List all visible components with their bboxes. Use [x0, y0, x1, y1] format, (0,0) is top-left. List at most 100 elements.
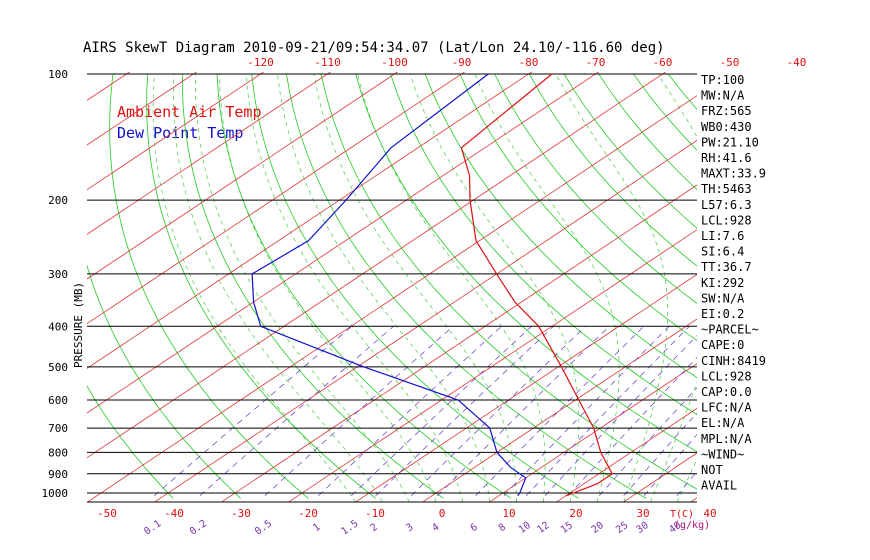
moist-adiabat [194, 73, 410, 502]
isobars [87, 73, 697, 503]
index-label: RH:41.6 [701, 151, 752, 165]
isotherm [355, 273, 697, 502]
mixing-ratio-label: 3 [404, 522, 415, 534]
dry-adiabat [424, 73, 697, 379]
mixing-ratio-line [544, 335, 697, 496]
chart-title: AIRS SkewT Diagram 2010-09-21/09:54:34.0… [83, 40, 665, 56]
isotherm [87, 72, 667, 459]
isotherm [556, 407, 697, 502]
isotherm [489, 363, 697, 502]
mixing-ratio-label: 20 [590, 520, 606, 536]
index-label: KI:292 [701, 276, 744, 290]
moist-adiabat [218, 73, 437, 502]
index-label: LI:7.6 [701, 229, 744, 243]
mixing-ratio-label: 30 [635, 520, 651, 536]
ambient-air-temp-line [460, 73, 613, 497]
index-label: PW:21.10 [701, 135, 759, 149]
legend-dew-point-temp: Dew Point Temp [117, 124, 243, 142]
dry-adiabat [87, 385, 174, 499]
pressure-tick-label: 200 [48, 194, 68, 207]
index-label: NOT [701, 463, 723, 477]
top-temp-tick-label: -90 [452, 56, 472, 69]
moist-adiabat [409, 73, 580, 502]
top-temp-tick-label: -120 [247, 56, 274, 69]
mixing-ratio-label: 0.1 [142, 518, 163, 537]
pressure-tick-label: 800 [48, 446, 68, 459]
top-temp-tick-label: -70 [586, 56, 606, 69]
isotherm [87, 72, 399, 280]
mixing-ratio-line [598, 387, 697, 496]
index-label: MAXT:33.9 [701, 167, 766, 181]
moist-adiabat [246, 73, 464, 502]
bottom-temp-tick-label: -10 [365, 507, 385, 520]
isotherm [87, 72, 466, 325]
mixing-ratio-label: 25 [614, 520, 630, 536]
pressure-tick-label: 500 [48, 361, 68, 374]
moist-adiabat [173, 73, 383, 502]
index-label: LFC:N/A [701, 401, 752, 415]
bottom-temp-tick-label: -40 [164, 507, 184, 520]
pressure-tick-label: 1000 [42, 487, 69, 500]
isotherm [87, 72, 198, 146]
dry-adiabat [667, 73, 697, 110]
index-label: AVAIL [701, 479, 737, 493]
mixing-ratio-label: 2 [369, 522, 380, 534]
index-label: LCL:928 [701, 369, 752, 383]
dry-adiabat [529, 73, 697, 267]
mixing-ratio-label: 6 [469, 522, 480, 534]
bottom-temp-tick-label: -30 [231, 507, 251, 520]
index-label: TP:100 [701, 73, 744, 87]
top-temp-tick-label: -110 [314, 56, 341, 69]
isotherm [0, 55, 21, 502]
profile-series [251, 73, 613, 497]
dew-point-temp-line [251, 73, 527, 497]
top-temp-tick-label: -50 [720, 56, 740, 69]
dry-adiabat [109, 73, 309, 499]
mixing-ratio-line [526, 326, 690, 496]
isotherm [758, 55, 870, 502]
isotherm [87, 72, 600, 414]
isotherm [87, 72, 533, 369]
y-axis-label: PRESSURE (MB) [72, 282, 85, 368]
mixing-ratio-label: 10 [517, 520, 533, 536]
mixing-ratio-line [503, 326, 670, 496]
mixing-ratio-unit: (g/kg) [674, 520, 710, 531]
bottom-temp-tick-label: -50 [97, 507, 117, 520]
isotherm [288, 229, 697, 502]
mixing-ratio-label: 0.5 [253, 518, 274, 537]
index-label: TH:5463 [701, 182, 752, 196]
mixing-ratio-line [437, 326, 610, 496]
mixing-ratio-label: 15 [559, 520, 575, 536]
bottom-temp-tick-label: 30 [636, 507, 649, 520]
moist-adiabat [555, 73, 668, 502]
moist-adiabat [313, 73, 517, 502]
pressure-tick-label: 600 [48, 394, 68, 407]
mixing-ratio-label: 12 [535, 520, 551, 536]
index-label: CINH:8419 [701, 354, 766, 368]
pressure-tick-label: 400 [48, 320, 68, 333]
top-temp-tick-label: -100 [381, 56, 408, 69]
index-label: WB0:430 [701, 120, 752, 134]
index-label: ~WIND~ [701, 447, 744, 461]
index-label: EI:0.2 [701, 307, 744, 321]
mixing-ratio-line [643, 434, 697, 496]
mixing-ratio-line [623, 412, 697, 496]
index-label: SI:6.4 [701, 245, 744, 259]
top-temp-tick-label: -60 [653, 56, 673, 69]
mixing-ratio-label: 1.5 [339, 518, 360, 537]
mixing-ratio-label: 1 [311, 522, 322, 534]
mixing-ratio-line [154, 326, 353, 496]
moist-adiabat [650, 73, 697, 502]
bottom-temp-tick-label: 20 [569, 507, 582, 520]
isotherm [87, 72, 131, 101]
dry-adiabat [807, 74, 870, 498]
mixing-ratio-line [199, 326, 394, 496]
legend-ambient-air-temp: Ambient Air Temp [117, 103, 262, 121]
mixing-ratio-line [411, 326, 587, 496]
mixing-ratio-line [264, 326, 454, 496]
index-label: SW:N/A [701, 291, 745, 305]
mixing-ratio-line [475, 326, 645, 496]
pressure-tick-label: 100 [48, 68, 68, 81]
dry-adiabat [772, 74, 870, 498]
index-label: L57:6.3 [701, 198, 752, 212]
